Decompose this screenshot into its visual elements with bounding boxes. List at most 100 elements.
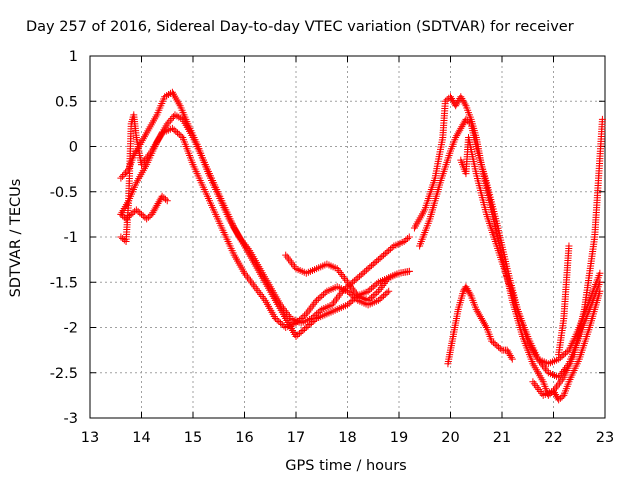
data-point — [402, 236, 410, 244]
data-point — [273, 316, 281, 324]
data-point — [562, 349, 570, 357]
data-point — [464, 117, 472, 125]
data-point — [373, 289, 381, 297]
series-4 — [117, 111, 393, 331]
ticks — [89, 55, 606, 419]
data-point — [371, 290, 379, 298]
data-point — [280, 322, 288, 330]
data-point — [404, 235, 412, 243]
data-point — [162, 195, 170, 203]
data-point — [148, 210, 156, 218]
data-point — [163, 120, 171, 128]
data-point — [134, 207, 142, 215]
data-point — [321, 289, 329, 297]
data-point — [551, 389, 559, 397]
data-point — [299, 327, 307, 335]
x-tick-labels: 13 14 15 16 17 18 19 20 21 22 23 — [81, 430, 614, 446]
data-point — [457, 93, 465, 101]
data-point — [493, 342, 501, 350]
data-point — [369, 292, 377, 300]
y-tick-label: -3 — [64, 411, 78, 427]
data-point — [311, 316, 319, 324]
data-point — [301, 311, 309, 319]
data-point — [381, 250, 389, 258]
data-point — [447, 93, 454, 101]
data-point — [376, 295, 384, 303]
data-point — [319, 290, 327, 298]
data-point — [459, 121, 467, 129]
data-point — [144, 213, 152, 221]
data-point — [462, 283, 470, 291]
y-tick-label: -2 — [64, 321, 78, 337]
data-point — [472, 305, 480, 313]
data-point — [139, 212, 147, 220]
data-point — [345, 289, 353, 297]
data-point — [453, 100, 461, 108]
x-tick-label: 22 — [544, 430, 562, 446]
data-point — [374, 256, 382, 264]
data-point — [175, 130, 183, 138]
data-point — [152, 203, 160, 211]
data-point — [369, 260, 377, 268]
data-point — [117, 174, 125, 182]
data-point — [153, 201, 161, 209]
data-point — [371, 281, 379, 289]
data-point — [130, 152, 138, 160]
data-point — [465, 288, 473, 296]
data-point — [364, 296, 372, 304]
data-point — [138, 210, 145, 218]
x-tick-label: 16 — [235, 430, 253, 446]
data-point — [478, 316, 486, 324]
y-tick-label: -1.5 — [50, 275, 78, 291]
data-point — [119, 212, 127, 220]
data-point — [503, 346, 511, 354]
data-point — [368, 293, 376, 301]
data-point — [565, 242, 573, 250]
data-point — [489, 339, 497, 347]
data-point — [295, 330, 303, 338]
data-point — [118, 172, 126, 180]
data-point — [172, 127, 180, 135]
data-point — [388, 244, 396, 252]
data-point — [366, 286, 374, 294]
x-tick-label: 19 — [390, 430, 408, 446]
data-point — [160, 194, 168, 202]
data-point — [295, 316, 303, 324]
data-point — [556, 354, 564, 362]
data-point — [495, 343, 503, 351]
data-point — [452, 102, 460, 110]
data-point — [122, 169, 130, 177]
data-point — [170, 126, 178, 134]
data-point — [563, 348, 571, 356]
data-point — [350, 277, 358, 285]
data-point — [508, 355, 516, 363]
data-point — [136, 209, 144, 217]
data-point — [366, 263, 374, 271]
data-point — [297, 314, 305, 322]
data-point — [555, 396, 563, 404]
data-point — [383, 248, 391, 256]
data-point — [378, 253, 386, 261]
data-point — [558, 393, 566, 401]
data-point — [155, 198, 163, 206]
data-point — [309, 317, 317, 325]
data-point — [314, 295, 322, 303]
series-7 — [416, 115, 604, 368]
data-point — [307, 319, 315, 327]
data-point — [149, 209, 157, 217]
data-point — [448, 95, 456, 103]
y-tick-label: -1 — [64, 230, 78, 246]
series-8 — [457, 133, 604, 381]
data-point — [458, 95, 466, 103]
y-tick-labels: -3 -2.5 -2 -1.5 -1 -0.5 0 0.5 1 — [50, 49, 78, 427]
x-tick-label: 18 — [338, 430, 356, 446]
series-11 — [444, 283, 516, 368]
data-point — [301, 325, 309, 333]
data-point — [294, 331, 302, 339]
x-tick-label: 14 — [132, 430, 150, 446]
data-point — [127, 210, 135, 218]
data-point — [275, 317, 283, 325]
data-point — [154, 200, 162, 208]
data-point — [380, 251, 388, 259]
data-point — [374, 296, 382, 304]
